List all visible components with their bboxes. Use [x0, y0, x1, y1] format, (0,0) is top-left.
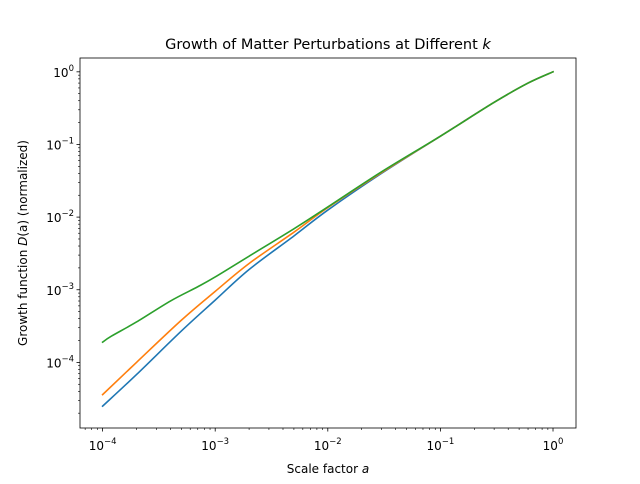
- y-tick-label: 10−1: [46, 136, 74, 152]
- series-group: [101, 70, 555, 408]
- y-tick-label: 10−4: [46, 354, 74, 370]
- x-tick-label: 10−3: [201, 437, 229, 453]
- chart-title-variable: k: [482, 37, 491, 53]
- x-axis-label-variable: a: [362, 462, 369, 476]
- y-axis-label-text: Growth function: [16, 246, 30, 346]
- chart-title: Growth of Matter Perturbations at Differ…: [165, 37, 491, 53]
- y-tick-label: 100: [53, 64, 74, 80]
- y-tick-label: 10−2: [46, 209, 74, 225]
- plot-area: [80, 58, 576, 428]
- ticks: 10−4 10−3 10−2 10−1 100 10−4 10−3 10−2 10−1 100: [46, 64, 563, 453]
- x-tick-label: 10−4: [89, 437, 117, 453]
- x-axis-label: Scale factor a: [287, 462, 369, 476]
- x-axis-label-text: Scale factor: [287, 462, 362, 476]
- y-axis-label-function: D: [16, 237, 30, 246]
- x-tick-label: 100: [543, 437, 564, 453]
- y-axis-label-suffix: (a) (normalized): [16, 140, 30, 237]
- plot-frame: [79, 57, 577, 429]
- y-tick-label: 10−3: [46, 282, 74, 298]
- y-axis-label: Growth function D(a) (normalized): [16, 140, 30, 346]
- series-line-3: [101, 70, 555, 344]
- x-tick-label: 10−2: [314, 437, 342, 453]
- chart-title-text: Growth of Matter Perturbations at Differ…: [165, 37, 482, 53]
- x-tick-label: 10−1: [427, 437, 455, 453]
